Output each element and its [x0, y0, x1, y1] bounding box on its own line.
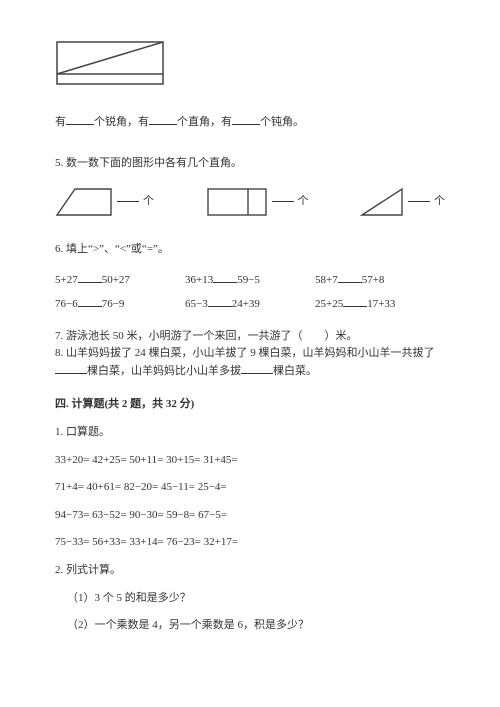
q8-line1: 8. 山羊妈妈拔了 24 棵白菜，小山羊拔了 9 棵白菜，山羊妈妈和小山羊一共拔… — [55, 345, 445, 363]
blank — [232, 113, 260, 125]
cell: 58+757+8 — [315, 272, 445, 290]
text: 个锐角，有 — [94, 116, 149, 128]
section4-heading: 四. 计算题(共 2 题，共 32 分) — [55, 396, 445, 414]
unit: 个 — [298, 193, 309, 211]
cell: 76−676−9 — [55, 296, 185, 314]
unit: 个 — [143, 193, 154, 211]
calc-row: 71+4= 40+61= 82−20= 45−11= 25−4= — [55, 479, 445, 497]
q6-row1: 5+2750+27 36+1359−5 58+757+8 — [55, 272, 445, 290]
calc-row: 33+20= 42+25= 50+11= 30+15= 31+45= — [55, 452, 445, 470]
text: 个钝角。 — [260, 116, 304, 128]
q5-title: 5. 数一数下面的图形中各有几个直角。 — [55, 155, 445, 173]
cell: 65−324+39 — [185, 296, 315, 314]
text: 个直角，有 — [177, 116, 232, 128]
geometry-diagram — [55, 40, 445, 93]
q6-row2: 76−676−9 65−324+39 25+2517+33 — [55, 296, 445, 314]
blank — [408, 201, 430, 202]
blank — [66, 113, 94, 125]
q5-shapes: 个 个 个 — [55, 187, 445, 217]
q8-line2: 棵白菜，山羊妈妈比小山羊多拔棵白菜。 — [55, 363, 445, 381]
q7-line: 7. 游泳池长 50 米，小明游了一个来回，一共游了（ ）米。 — [55, 328, 445, 346]
text: 有 — [55, 116, 66, 128]
q2-item2: （2）一个乘数是 4，另一个乘数是 6，积是多少？ — [67, 617, 445, 635]
q1-title: 1. 口算题。 — [55, 424, 445, 442]
unit: 个 — [434, 193, 445, 211]
shape-trapezoid: 个 — [55, 187, 154, 217]
cell: 36+1359−5 — [185, 272, 315, 290]
cell: 25+2517+33 — [315, 296, 445, 314]
q4-line: 有 个锐角，有 个直角，有 个钝角。 — [55, 113, 445, 132]
blank — [272, 201, 294, 202]
q2-item1: （1）3 个 5 的和是多少？ — [67, 590, 445, 608]
q2-title: 2. 列式计算。 — [55, 562, 445, 580]
shape-triangle: 个 — [360, 187, 445, 217]
shape-rect: 个 — [206, 187, 309, 217]
calc-row: 75−33= 56+33= 33+14= 76−23= 32+17= — [55, 534, 445, 552]
q6-title: 6. 填上“>”、“<”或“=”。 — [55, 241, 445, 259]
calc-row: 94−73= 63−52= 90−30= 59−8= 67−5= — [55, 507, 445, 525]
blank — [117, 201, 139, 202]
blank — [149, 113, 177, 125]
cell: 5+2750+27 — [55, 272, 185, 290]
